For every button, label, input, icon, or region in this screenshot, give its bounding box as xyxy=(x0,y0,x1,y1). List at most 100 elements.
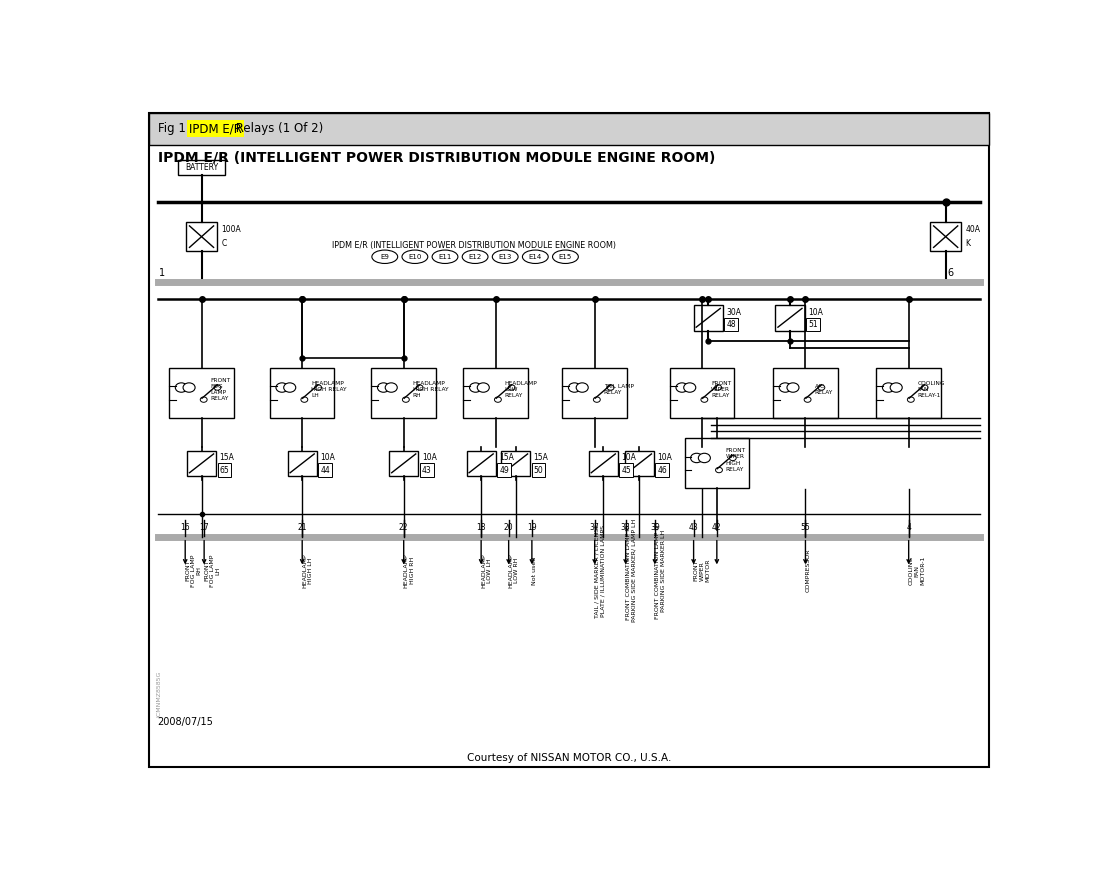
Ellipse shape xyxy=(372,250,397,263)
Circle shape xyxy=(183,383,195,392)
Text: 15A: 15A xyxy=(534,454,548,463)
Text: HEADLAMP
HIGH RELAY
RH: HEADLAMP HIGH RELAY RH xyxy=(413,381,448,398)
FancyBboxPatch shape xyxy=(287,450,316,476)
FancyBboxPatch shape xyxy=(685,438,749,489)
Text: FRONT COMBINATION LAMP RH
PARKING SIDE MARKER/ LAMP LH: FRONT COMBINATION LAMP RH PARKING SIDE M… xyxy=(626,519,636,622)
Text: FRONT
WIPER
RELAY: FRONT WIPER RELAY xyxy=(712,381,731,398)
Text: JCMNMZ8585G: JCMNMZ8585G xyxy=(158,672,163,718)
Circle shape xyxy=(684,383,696,392)
Text: 15A: 15A xyxy=(220,454,234,463)
Text: IPDM E/R (INTELLIGENT POWER DISTRIBUTION MODULE ENGINE ROOM): IPDM E/R (INTELLIGENT POWER DISTRIBUTION… xyxy=(332,241,616,250)
Text: E9: E9 xyxy=(381,253,390,260)
Circle shape xyxy=(921,385,928,390)
Ellipse shape xyxy=(462,250,488,263)
FancyBboxPatch shape xyxy=(464,368,528,418)
Text: 43: 43 xyxy=(422,465,432,475)
Circle shape xyxy=(301,397,307,402)
Text: IPDM E/R: IPDM E/R xyxy=(189,122,242,135)
Circle shape xyxy=(494,397,502,402)
FancyBboxPatch shape xyxy=(563,368,627,418)
Text: 49: 49 xyxy=(500,465,509,475)
Circle shape xyxy=(508,385,515,390)
Text: 6: 6 xyxy=(948,268,953,278)
Text: 10A: 10A xyxy=(808,308,823,317)
Text: 43: 43 xyxy=(688,523,698,532)
Text: 18: 18 xyxy=(476,523,486,532)
Text: 55: 55 xyxy=(800,523,810,532)
Text: 22: 22 xyxy=(398,523,408,532)
Text: E10: E10 xyxy=(408,253,422,260)
Text: TAIL / SIDE MARKER / LICENSE
PLATE / ILLUMINATION LAMPS: TAIL / SIDE MARKER / LICENSE PLATE / ILL… xyxy=(595,523,605,618)
Text: 16: 16 xyxy=(181,523,190,532)
Text: Relays (1 Of 2): Relays (1 Of 2) xyxy=(232,122,323,135)
Text: 48: 48 xyxy=(726,320,736,329)
Text: 20: 20 xyxy=(504,523,514,532)
Circle shape xyxy=(676,383,688,392)
Circle shape xyxy=(576,383,588,392)
FancyBboxPatch shape xyxy=(501,450,531,476)
Ellipse shape xyxy=(523,250,548,263)
Circle shape xyxy=(804,397,811,402)
Circle shape xyxy=(907,397,915,402)
Ellipse shape xyxy=(402,250,427,263)
Text: 10A: 10A xyxy=(321,454,335,463)
Circle shape xyxy=(729,456,736,461)
Ellipse shape xyxy=(493,250,518,263)
Text: 10A: 10A xyxy=(422,454,436,463)
Text: 30A: 30A xyxy=(726,308,741,317)
Ellipse shape xyxy=(553,250,578,263)
Text: 4: 4 xyxy=(906,523,911,532)
Text: 15A: 15A xyxy=(500,454,514,463)
Circle shape xyxy=(214,385,221,390)
Circle shape xyxy=(175,383,188,392)
FancyBboxPatch shape xyxy=(694,305,723,330)
Text: K: K xyxy=(966,239,970,248)
Text: COOLING
FAN
RELAY-1: COOLING FAN RELAY-1 xyxy=(918,381,946,398)
Text: 21: 21 xyxy=(297,523,307,532)
Text: BATTERY: BATTERY xyxy=(185,163,218,172)
FancyBboxPatch shape xyxy=(186,222,218,252)
Circle shape xyxy=(882,383,895,392)
Circle shape xyxy=(377,383,390,392)
Text: COOLING
FAN
MOTOR-1: COOLING FAN MOTOR-1 xyxy=(909,556,926,585)
Text: Not used: Not used xyxy=(532,557,537,584)
Text: E12: E12 xyxy=(468,253,482,260)
FancyBboxPatch shape xyxy=(588,450,618,476)
Text: HEADLAMP
LOW
RELAY: HEADLAMP LOW RELAY xyxy=(505,381,537,398)
Text: HEADLAMP
HIGH LH: HEADLAMP HIGH LH xyxy=(302,553,313,588)
Circle shape xyxy=(818,385,825,390)
FancyBboxPatch shape xyxy=(270,368,334,418)
FancyBboxPatch shape xyxy=(170,368,234,418)
FancyBboxPatch shape xyxy=(775,305,805,330)
Circle shape xyxy=(690,453,703,463)
Text: Courtesy of NISSAN MOTOR CO., U.S.A.: Courtesy of NISSAN MOTOR CO., U.S.A. xyxy=(466,753,672,763)
Circle shape xyxy=(314,385,322,390)
Text: COMPRESSOR: COMPRESSOR xyxy=(806,549,810,592)
Circle shape xyxy=(607,385,614,390)
Text: C: C xyxy=(221,239,226,248)
Text: FRONT
FOG LAMP
RH: FRONT FOG LAMP RH xyxy=(185,555,202,587)
Text: 17: 17 xyxy=(200,523,209,532)
Text: HEADLAMP
LOW RH: HEADLAMP LOW RH xyxy=(508,553,519,588)
Text: FRONT
FOG LAMP
LH: FRONT FOG LAMP LH xyxy=(204,555,221,587)
FancyBboxPatch shape xyxy=(774,368,838,418)
Text: 50: 50 xyxy=(534,465,544,475)
Text: FRONT
FOG
LAMP
RELAY: FRONT FOG LAMP RELAY xyxy=(211,378,231,402)
FancyBboxPatch shape xyxy=(877,368,941,418)
FancyBboxPatch shape xyxy=(186,450,216,476)
FancyBboxPatch shape xyxy=(149,112,989,145)
Circle shape xyxy=(200,397,208,402)
Text: 10A: 10A xyxy=(622,454,636,463)
Text: TAIL LAMP
RELAY: TAIL LAMP RELAY xyxy=(604,384,634,395)
Text: 45: 45 xyxy=(622,465,632,475)
Circle shape xyxy=(715,385,722,390)
Text: 38: 38 xyxy=(620,523,630,532)
Text: E14: E14 xyxy=(528,253,542,260)
Text: FRONT
WIPER
MOTOR: FRONT WIPER MOTOR xyxy=(694,559,710,583)
Text: FRONT COMBINATION LAMP LH
PARKING SIDE MARKER LH: FRONT COMBINATION LAMP LH PARKING SIDE M… xyxy=(655,522,666,619)
Text: HEADLAMP
HIGH RH: HEADLAMP HIGH RH xyxy=(404,553,414,588)
Text: A/C
RELAY: A/C RELAY xyxy=(815,384,832,395)
Text: Fig 1:: Fig 1: xyxy=(158,122,193,135)
Text: 65: 65 xyxy=(220,465,230,475)
Text: 1: 1 xyxy=(160,268,165,278)
